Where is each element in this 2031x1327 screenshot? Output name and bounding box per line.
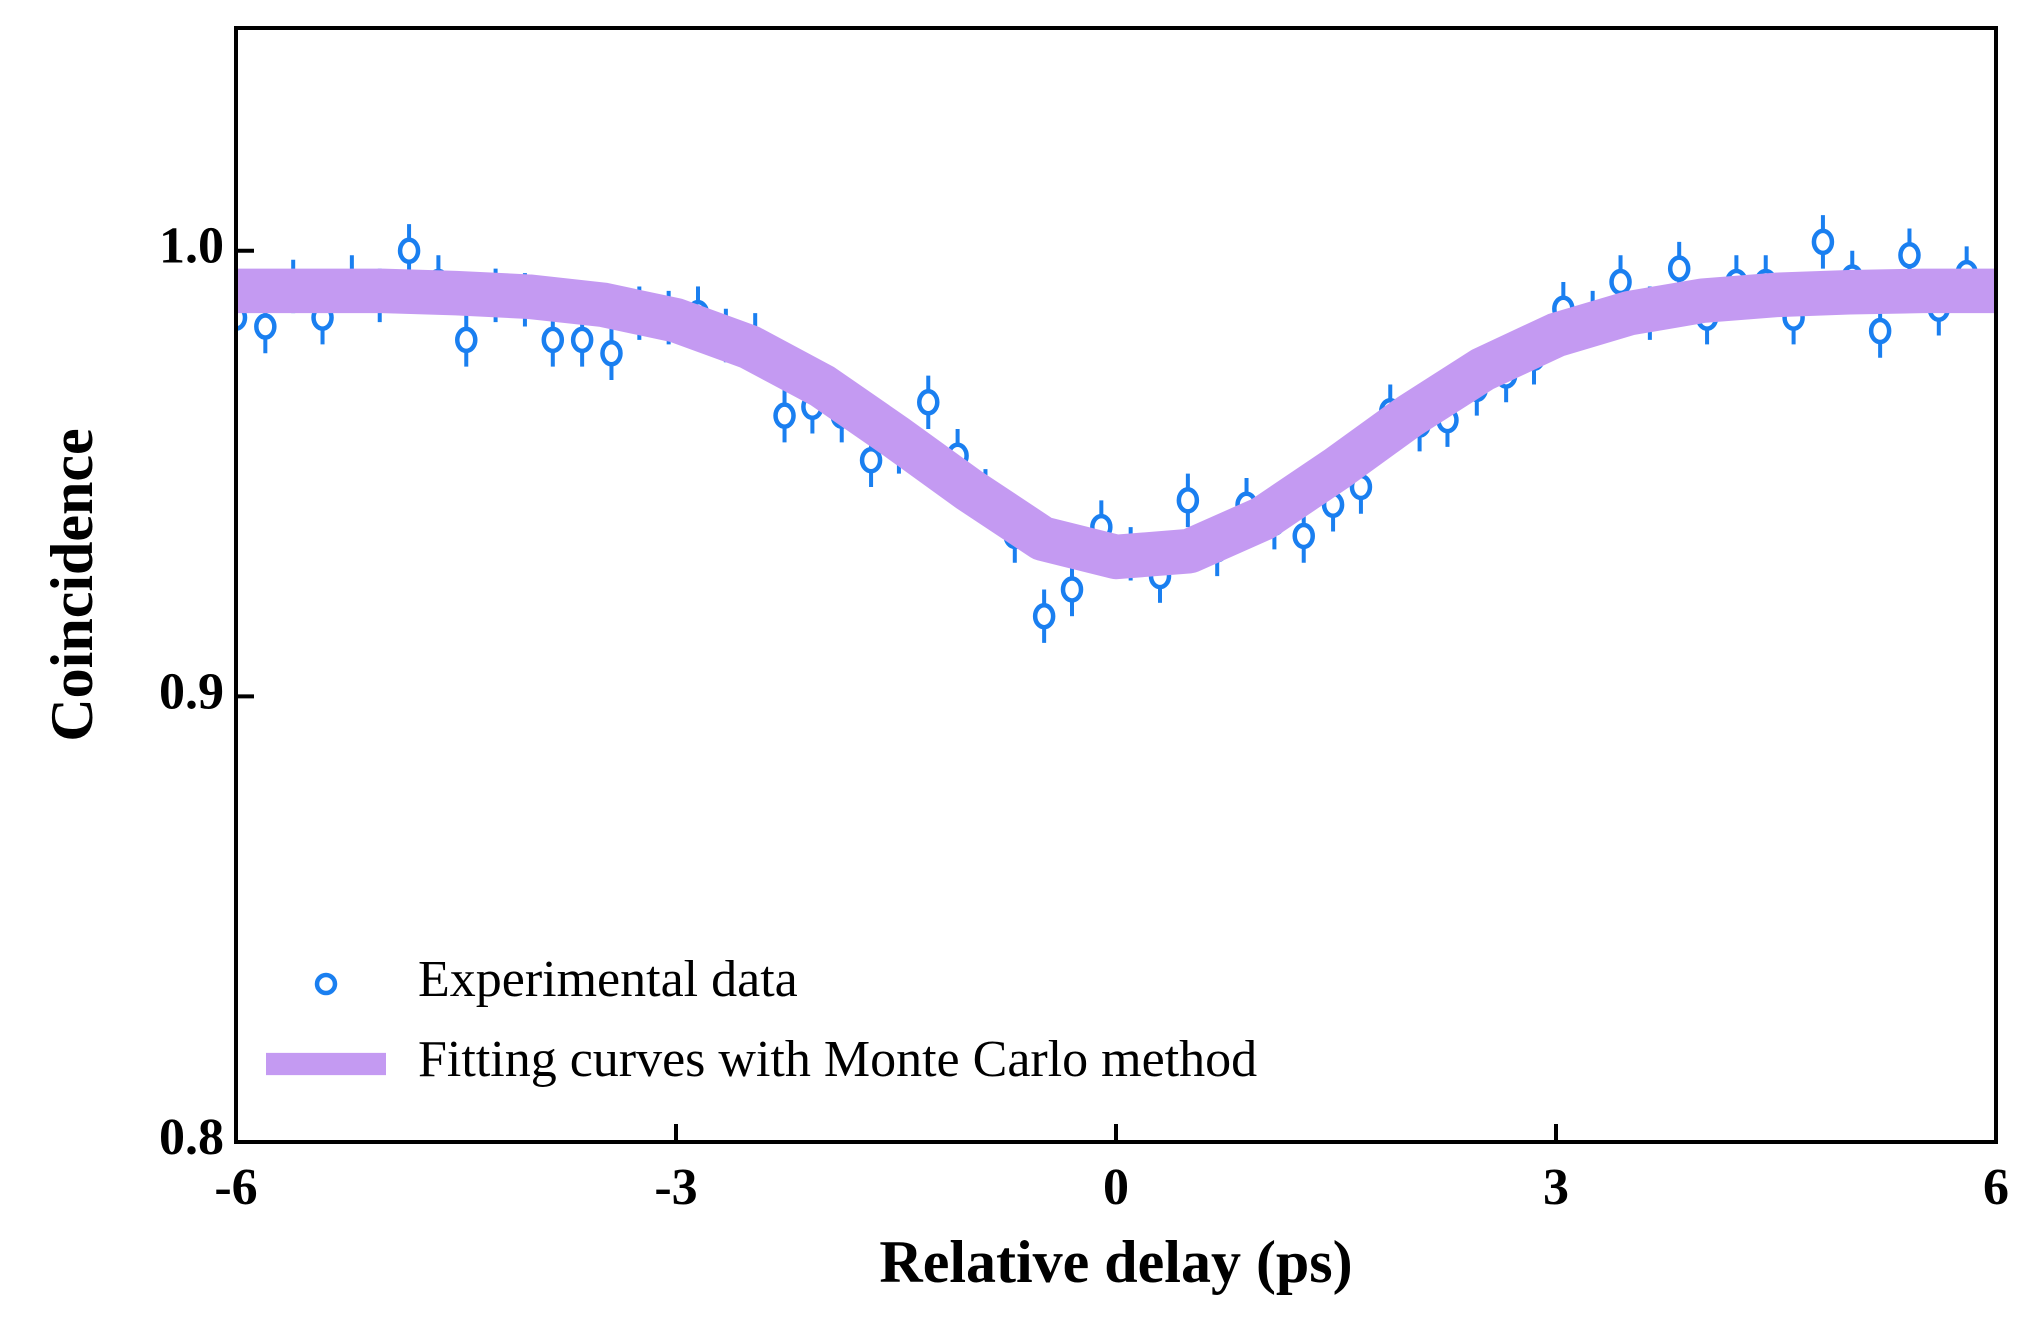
plot-area [236,215,1996,643]
data-point [541,326,565,354]
x-tick-label: 3 [1543,1159,1569,1216]
legend-label: Fitting curves with Monte Carlo method [418,1031,1257,1088]
data-point [455,326,478,354]
legend-swatch [314,972,338,996]
x-tick-label: -3 [654,1159,697,1216]
data-point [1609,268,1632,296]
data-point [1898,242,1921,269]
y-tick-label: 1.0 [159,218,224,275]
data-point [1292,522,1315,550]
y-tick-label: 0.8 [159,1109,224,1166]
data-point [1060,576,1084,603]
x-tick-label: -6 [214,1159,257,1216]
data-point [1811,228,1835,256]
data-point [254,313,277,340]
data-point [600,340,623,367]
data-point [1032,602,1056,630]
data-point [1176,487,1200,514]
y-tick-label: 0.9 [159,663,224,720]
data-point [1868,317,1892,345]
data-point [397,237,421,265]
fit-band [236,268,1996,580]
x-tick-label: 0 [1103,1159,1129,1216]
data-point [570,326,594,354]
data-point [1667,255,1691,282]
legend-label: Experimental data [418,951,798,1008]
x-tick-label: 6 [1983,1159,2009,1216]
data-point [773,402,796,429]
data-point [859,446,883,474]
x-axis-label: Relative delay (ps) [879,1229,1352,1295]
y-axis-label: Coincidence [39,428,105,741]
data-point [917,389,940,416]
